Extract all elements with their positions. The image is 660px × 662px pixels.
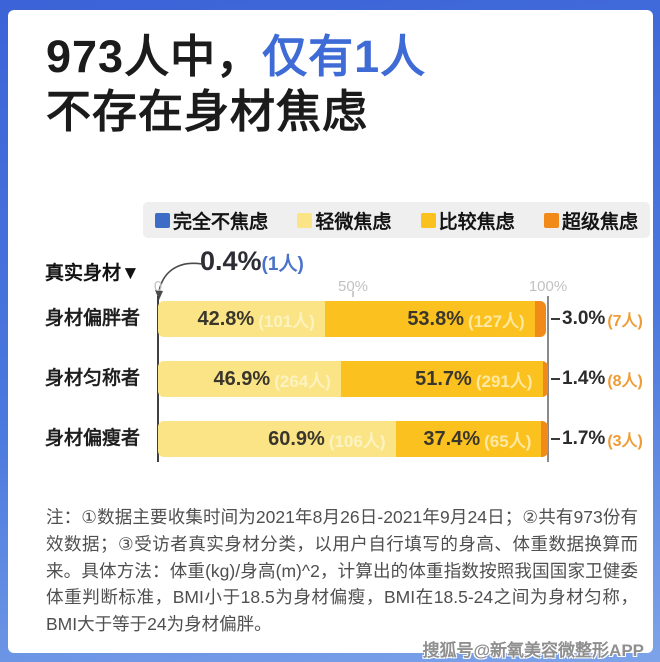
outside-count: (8人) <box>607 373 643 390</box>
bar-segment-轻微焦虑: 42.8% (101人) <box>158 301 325 337</box>
label-connector <box>551 378 560 380</box>
title-line1-prefix: 973人中， <box>46 31 263 82</box>
outside-percent: 1.7% <box>562 428 606 449</box>
outside-percent: 1.4% <box>562 368 606 389</box>
legend-label: 轻微焦虑 <box>315 211 392 233</box>
chart-rows: 身材偏胖者 42.8% (101人) 53.8% (127人) 3.0% (7人) 身材匀称者… <box>8 301 660 461</box>
bar-segment-比较焦虑: 37.4% (65人) <box>395 421 542 457</box>
segment-percent: 53.8% <box>407 307 465 330</box>
axis-tick-label: 0 <box>153 278 163 295</box>
bar-segment-超级焦虑 <box>534 301 547 337</box>
legend-item-super: 超级焦虑 <box>543 207 638 234</box>
annotation-count: (1人) <box>261 254 304 275</box>
legend-swatch-lightyellow-icon <box>297 212 313 228</box>
bar-segment-超级焦虑 <box>541 421 548 457</box>
segment-count: (264人) <box>274 371 331 391</box>
content-card: 973人中，仅有1人 不存在身材焦虑 完全不焦虑 轻微焦虑 比较焦虑 超级焦虑 … <box>8 10 653 653</box>
outside-percent: 3.0% <box>562 308 606 329</box>
label-connector <box>551 438 560 440</box>
chart-row: 身材匀称者 46.9% (264人) 51.7% (291人) 1.4% (8人) <box>8 361 660 397</box>
row-label: 身材偏瘦者 <box>45 428 141 449</box>
stacked-bar: 42.8% (101人) 53.8% (127人) <box>158 301 547 337</box>
bar-segment-超级焦虑 <box>542 361 548 397</box>
legend-swatch-gold-icon <box>420 212 436 228</box>
segment-percent: 46.9% <box>213 367 271 390</box>
outside-label: 1.4% (8人) <box>551 361 643 397</box>
title-line2: 不存在身材焦虑 <box>46 85 369 137</box>
outside-label: 3.0% (7人) <box>551 301 643 337</box>
axis-100-line <box>547 296 549 462</box>
stacked-bar: 46.9% (264人) 51.7% (291人) <box>158 361 548 397</box>
axis-tick-mark <box>352 291 354 297</box>
legend-item-none: 完全不焦虑 <box>155 207 268 234</box>
segment-percent: 60.9% <box>268 427 325 450</box>
segment-percent: 37.4% <box>423 427 481 450</box>
segment-count: (106人) <box>328 431 386 451</box>
bar-segment-比较焦虑: 53.8% (127人) <box>324 301 535 337</box>
segment-count: (127人) <box>468 311 525 331</box>
outside-count: (7人) <box>607 313 643 330</box>
title-line1-highlight: 仅有1人 <box>262 31 427 82</box>
legend-label: 比较焦虑 <box>438 211 515 233</box>
legend-swatch-blue-icon <box>155 212 170 228</box>
axis-tick-label: 100% <box>528 278 568 295</box>
axis-tick-label: 50% <box>337 278 369 295</box>
segment-count: (101人) <box>258 311 315 331</box>
page-title: 973人中，仅有1人 不存在身材焦虑 <box>46 30 426 140</box>
label-connector <box>551 318 560 320</box>
axis-title: 真实身材▼ <box>45 263 140 284</box>
annotation-percent: 0.4% <box>200 246 262 276</box>
stacked-bar: 60.9% (106人) 37.4% (65人) <box>158 421 548 457</box>
bar-segment-轻微焦虑: 60.9% (106人) <box>158 421 396 457</box>
segment-percent: 42.8% <box>197 307 255 330</box>
legend-swatch-orange-icon <box>543 212 559 228</box>
segment-count: (65人) <box>484 431 532 451</box>
watermark: 搜狐号@新氧美容微整形APP <box>422 641 644 660</box>
title-line1: 973人中，仅有1人 <box>46 30 426 85</box>
outside-count: (3人) <box>607 433 643 450</box>
row-label: 身材匀称者 <box>45 368 141 389</box>
segment-count: (291人) <box>475 371 533 391</box>
bar-segment-比较焦虑: 51.7% (291人) <box>340 361 543 397</box>
segment-percent: 51.7% <box>415 367 472 390</box>
chart-row: 身材偏瘦者 60.9% (106人) 37.4% (65人) 1.7% (3人) <box>8 421 660 457</box>
annotation-none-anxiety: 0.4%(1人) <box>200 246 304 277</box>
legend-label: 超级焦虑 <box>561 211 638 233</box>
row-label: 身材偏胖者 <box>45 308 141 329</box>
legend-label: 完全不焦虑 <box>173 211 269 233</box>
legend-item-moderate: 比较焦虑 <box>420 207 515 234</box>
footnote: 注：①数据主要收集时间为2021年8月26日-2021年9月24日；②共有973… <box>46 507 638 635</box>
annotation-arrow-icon <box>155 262 203 300</box>
outside-label: 1.7% (3人) <box>551 421 643 457</box>
legend-item-mild: 轻微焦虑 <box>297 207 391 234</box>
bar-segment-轻微焦虑: 46.9% (264人) <box>158 361 341 397</box>
chart-legend: 完全不焦虑 轻微焦虑 比较焦虑 超级焦虑 <box>143 202 650 238</box>
chart-row: 身材偏胖者 42.8% (101人) 53.8% (127人) 3.0% (7人) <box>8 301 660 337</box>
